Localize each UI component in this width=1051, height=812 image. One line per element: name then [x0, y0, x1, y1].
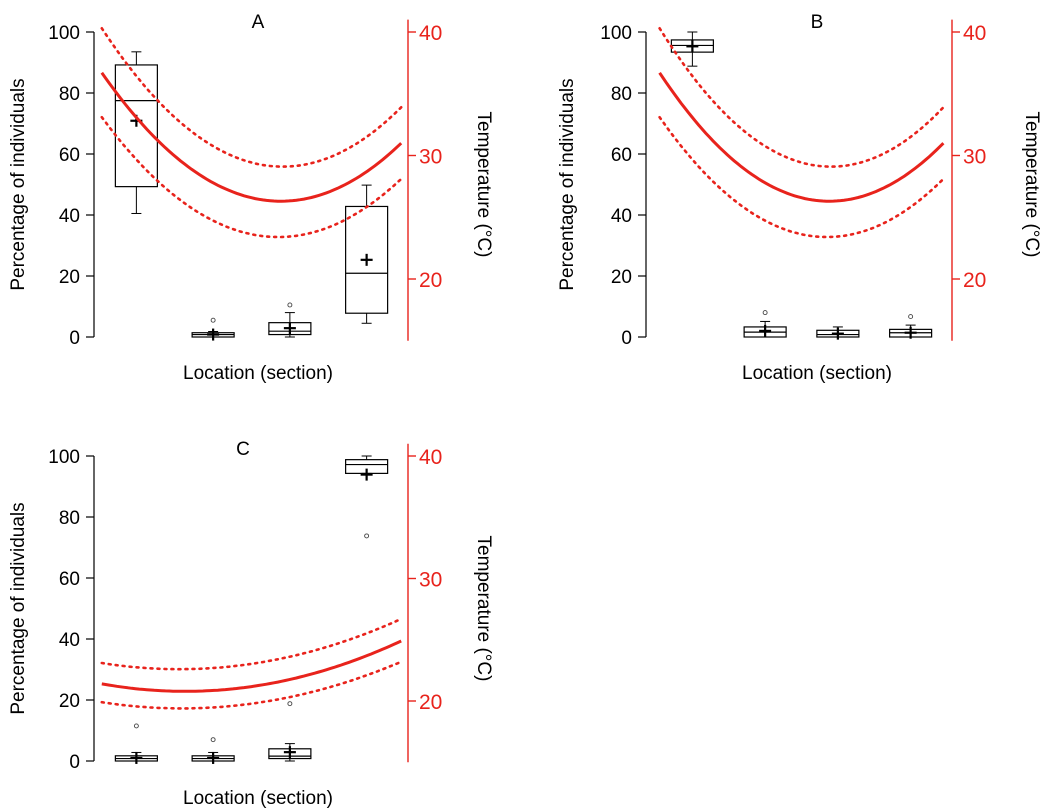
y-tick-label: 100	[48, 23, 80, 44]
box-section-2	[743, 310, 787, 338]
box-section-4	[345, 455, 389, 539]
panel-a: 0 20 40 60 80 100 20 30 40 Percentage of individu…	[8, 12, 494, 384]
y-tick-label: 80	[59, 84, 80, 105]
y-tick-label: 40	[611, 206, 632, 227]
x-axis-title: Location (section)	[183, 363, 333, 384]
temperature-lower-ci-line	[100, 660, 403, 710]
outlier-point	[210, 737, 216, 743]
y-axis-title: Percentage of individuals	[8, 502, 29, 714]
y2-tick-label: 40	[419, 22, 442, 45]
box-section-4	[889, 314, 933, 339]
y-tick-label: 100	[600, 23, 632, 44]
panel-title: A	[252, 12, 265, 33]
x-axis-title: Location (section)	[183, 788, 333, 809]
temperature-fit-line	[101, 639, 402, 693]
temperature-lower-ci-line	[100, 115, 403, 239]
y-axis-title: Percentage of individuals	[557, 78, 578, 290]
y2-tick-label: 40	[419, 446, 442, 469]
y-axis-title: Percentage of individuals	[8, 78, 29, 290]
y2-tick-label: 20	[963, 269, 986, 292]
y-tick-label: 60	[611, 145, 632, 166]
outlier-point	[908, 314, 914, 320]
temperature-upper-ci-line	[100, 617, 403, 671]
y-tick-label: 0	[69, 752, 80, 773]
y-tick-label: 0	[69, 328, 80, 349]
outlier-point	[210, 317, 216, 323]
panel-c: 0 20 40 60 80 100 20 30 40 Percentage of individu…	[8, 439, 494, 809]
y-tick-label: 60	[59, 145, 80, 166]
temperature-fit-line	[658, 71, 945, 203]
y2-tick-label: 20	[419, 269, 442, 292]
y2-axis-title: Temperature (°C)	[473, 536, 494, 682]
temperature-fit-line	[100, 71, 403, 203]
y2-axis-title: Temperature (°C)	[1021, 112, 1042, 258]
y-tick-label: 40	[59, 206, 80, 227]
y2-tick-label: 40	[963, 22, 986, 45]
y2-tick-label: 30	[963, 146, 986, 169]
y2-tick-label: 20	[419, 691, 442, 714]
outlier-point	[133, 723, 139, 729]
panel-title: B	[811, 12, 824, 33]
box-section-1	[670, 31, 714, 67]
y-tick-label: 0	[621, 328, 632, 349]
temperature-upper-ci-line	[100, 27, 403, 168]
outlier-point	[364, 533, 370, 539]
panel-b: 0 20 40 60 80 100 20 30 40 Percentage of individu…	[557, 12, 1042, 384]
y2-tick-label: 30	[419, 569, 442, 592]
y-tick-label: 100	[48, 447, 80, 468]
y-tick-label: 80	[611, 84, 632, 105]
y-tick-label: 80	[59, 508, 80, 529]
y-tick-label: 40	[59, 630, 80, 651]
box-section-3	[268, 701, 312, 762]
box	[114, 64, 158, 188]
box-section-2	[191, 737, 235, 764]
y2-tick-label: 30	[419, 146, 442, 169]
box-section-1	[114, 723, 158, 764]
outlier-point	[287, 701, 293, 707]
panel-title: C	[236, 439, 250, 460]
x-axis-title: Location (section)	[742, 363, 892, 384]
temperature-lower-ci-line	[658, 115, 945, 239]
box-section-3	[816, 326, 860, 340]
outlier-point	[762, 310, 768, 316]
outlier-point	[287, 302, 293, 308]
y-tick-label: 20	[59, 691, 80, 712]
y-tick-label: 20	[611, 267, 632, 288]
box-section-2	[191, 317, 235, 341]
y2-axis-title: Temperature (°C)	[473, 112, 494, 258]
y-tick-label: 20	[59, 267, 80, 288]
y-tick-label: 60	[59, 569, 80, 590]
box-section-3	[268, 302, 312, 338]
temperature-upper-ci-line	[658, 27, 945, 168]
